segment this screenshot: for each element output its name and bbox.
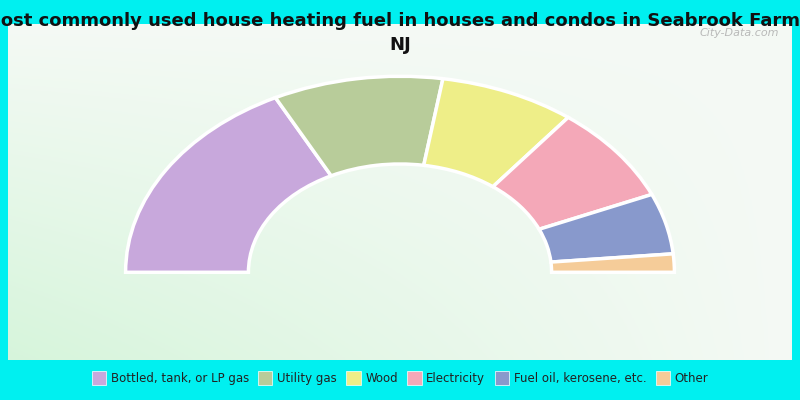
Text: City-Data.com: City-Data.com bbox=[699, 28, 779, 38]
Text: Most commonly used house heating fuel in houses and condos in Seabrook Farms,
NJ: Most commonly used house heating fuel in… bbox=[0, 12, 800, 54]
Wedge shape bbox=[539, 194, 673, 262]
Legend: Bottled, tank, or LP gas, Utility gas, Wood, Electricity, Fuel oil, kerosene, et: Bottled, tank, or LP gas, Utility gas, W… bbox=[92, 371, 708, 385]
Wedge shape bbox=[126, 98, 331, 272]
Wedge shape bbox=[275, 76, 443, 176]
Wedge shape bbox=[493, 117, 652, 229]
Wedge shape bbox=[551, 254, 674, 272]
Wedge shape bbox=[424, 79, 568, 187]
